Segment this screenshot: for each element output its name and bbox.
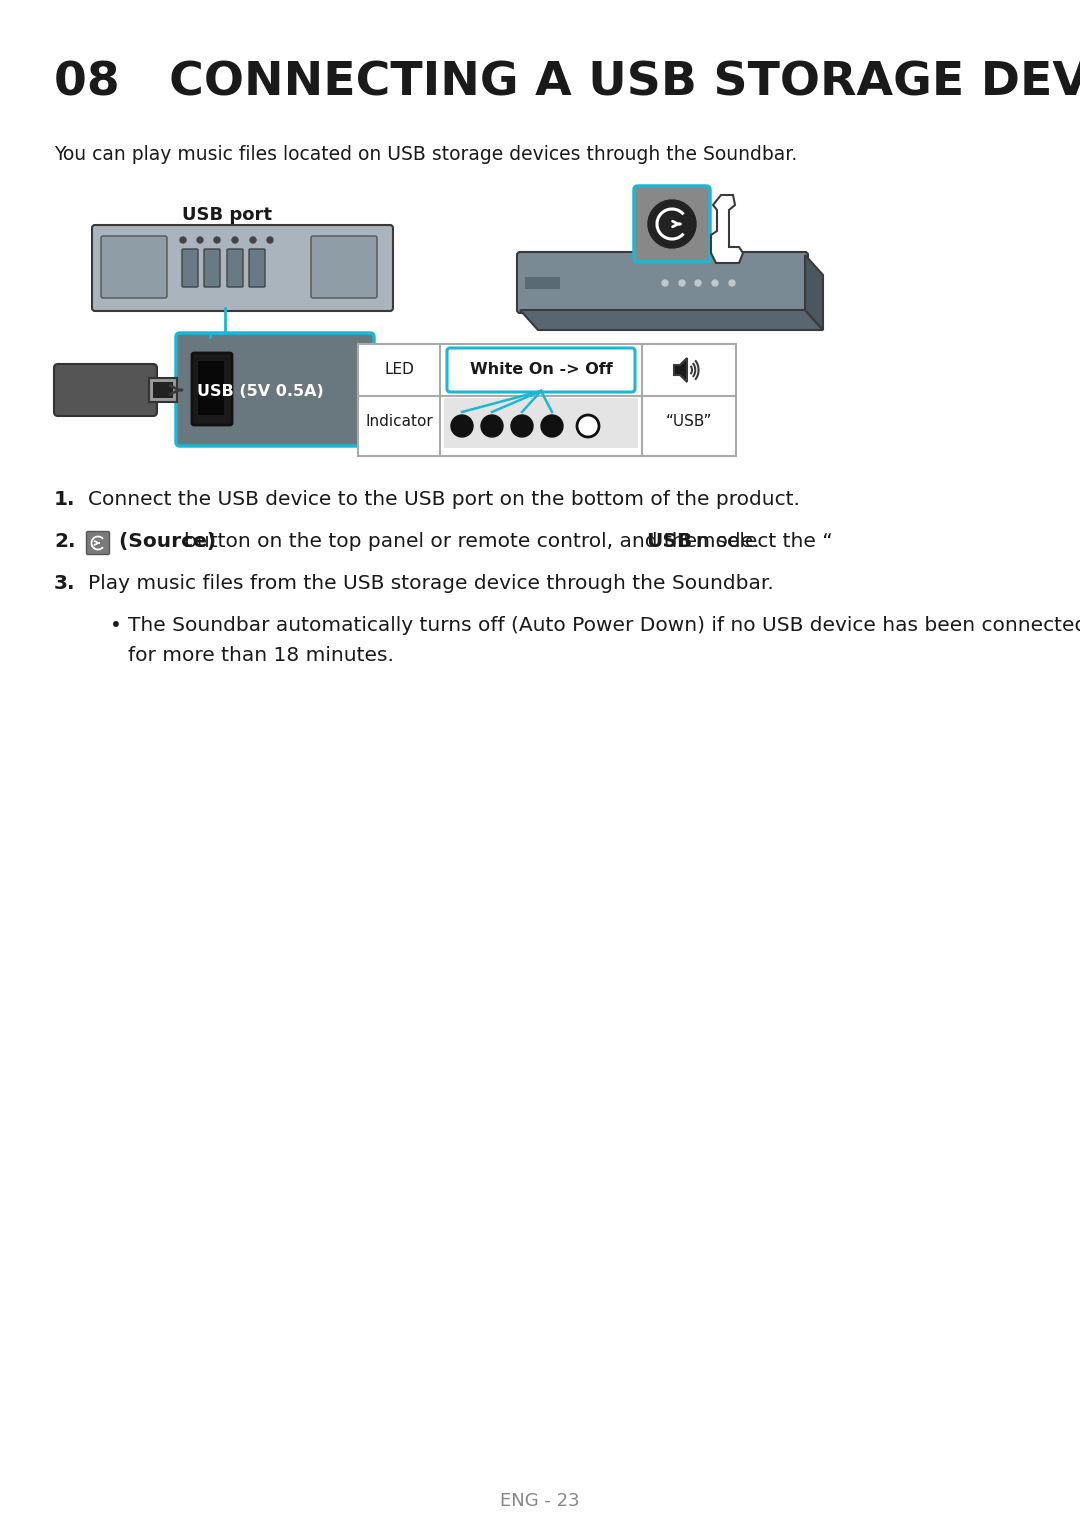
- Text: USB port: USB port: [183, 205, 272, 224]
- Text: “USB”: “USB”: [665, 415, 712, 429]
- FancyBboxPatch shape: [192, 352, 232, 424]
- Text: USB: USB: [646, 532, 692, 552]
- Text: USB (5V 0.5A): USB (5V 0.5A): [197, 383, 323, 398]
- FancyBboxPatch shape: [149, 378, 177, 401]
- FancyBboxPatch shape: [634, 185, 710, 262]
- Circle shape: [729, 280, 735, 286]
- FancyBboxPatch shape: [227, 250, 243, 286]
- FancyBboxPatch shape: [249, 250, 265, 286]
- Text: 1.: 1.: [54, 490, 76, 509]
- FancyBboxPatch shape: [525, 277, 561, 290]
- Circle shape: [577, 415, 599, 437]
- Polygon shape: [805, 254, 823, 329]
- Circle shape: [451, 415, 473, 437]
- FancyBboxPatch shape: [204, 250, 220, 286]
- FancyBboxPatch shape: [444, 398, 638, 447]
- Text: (Source): (Source): [112, 532, 216, 552]
- Circle shape: [712, 280, 718, 286]
- Polygon shape: [519, 309, 823, 329]
- Circle shape: [249, 237, 256, 244]
- Circle shape: [267, 237, 273, 244]
- Circle shape: [541, 415, 563, 437]
- Circle shape: [679, 280, 685, 286]
- Circle shape: [214, 237, 220, 244]
- FancyBboxPatch shape: [102, 236, 167, 299]
- FancyBboxPatch shape: [311, 236, 377, 299]
- Polygon shape: [711, 195, 743, 264]
- Text: You can play music files located on USB storage devices through the Soundbar.: You can play music files located on USB …: [54, 146, 797, 164]
- Circle shape: [648, 201, 696, 248]
- Circle shape: [696, 280, 701, 286]
- Text: The Soundbar automatically turns off (Auto Power Down) if no USB device has been: The Soundbar automatically turns off (Au…: [129, 616, 1080, 634]
- Text: 2.: 2.: [54, 532, 76, 552]
- Text: ” mode.: ” mode.: [679, 532, 759, 552]
- FancyBboxPatch shape: [183, 250, 198, 286]
- Text: 08   CONNECTING A USB STORAGE DEVICE: 08 CONNECTING A USB STORAGE DEVICE: [54, 60, 1080, 106]
- FancyBboxPatch shape: [176, 332, 374, 446]
- FancyBboxPatch shape: [357, 345, 735, 457]
- Text: Indicator: Indicator: [365, 415, 433, 429]
- Circle shape: [180, 237, 186, 244]
- FancyBboxPatch shape: [54, 365, 157, 417]
- Text: LED: LED: [384, 363, 414, 377]
- Text: ENG - 23: ENG - 23: [500, 1492, 580, 1511]
- Text: Connect the USB device to the USB port on the bottom of the product.: Connect the USB device to the USB port o…: [87, 490, 800, 509]
- Text: button on the top panel or remote control, and then select the “: button on the top panel or remote contro…: [184, 532, 833, 552]
- Text: White On -> Off: White On -> Off: [470, 363, 612, 377]
- Text: 3.: 3.: [54, 574, 76, 593]
- FancyBboxPatch shape: [92, 225, 393, 311]
- Polygon shape: [674, 358, 687, 381]
- Circle shape: [232, 237, 238, 244]
- FancyBboxPatch shape: [153, 381, 173, 398]
- Text: •: •: [110, 616, 122, 634]
- Text: for more than 18 minutes.: for more than 18 minutes.: [129, 647, 394, 665]
- Circle shape: [662, 280, 669, 286]
- Circle shape: [481, 415, 503, 437]
- FancyBboxPatch shape: [198, 362, 224, 415]
- FancyBboxPatch shape: [447, 348, 635, 392]
- Circle shape: [197, 237, 203, 244]
- Circle shape: [511, 415, 534, 437]
- FancyBboxPatch shape: [86, 532, 109, 555]
- Text: Play music files from the USB storage device through the Soundbar.: Play music files from the USB storage de…: [87, 574, 773, 593]
- FancyBboxPatch shape: [517, 251, 808, 313]
